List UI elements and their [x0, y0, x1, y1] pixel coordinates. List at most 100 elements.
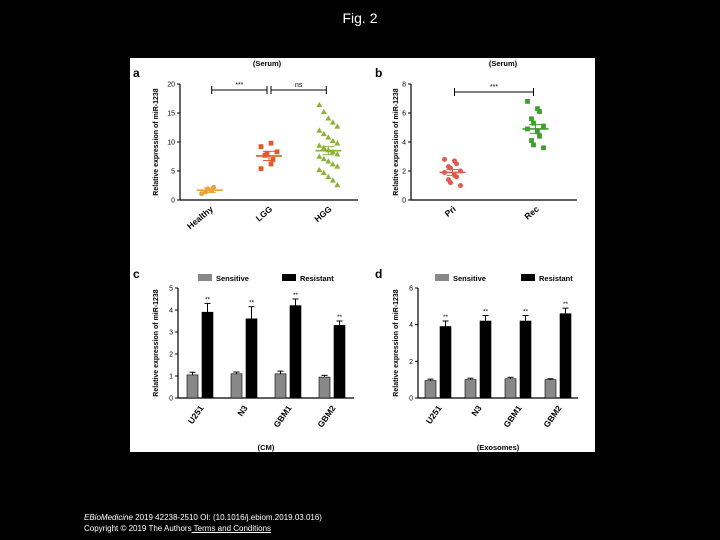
terms-link[interactable]: Terms and Conditions [191, 524, 272, 533]
x-tick-label: GBM2 [541, 403, 563, 429]
data-point-healthy [211, 184, 217, 190]
data-point-rec [535, 129, 540, 135]
y-tick-label: 15 [167, 111, 175, 118]
significance-stars: ** [205, 296, 211, 303]
panel-c-letter: c [133, 267, 140, 281]
bar-resistant [519, 320, 532, 399]
legend-label-sensitive: Sensitive [453, 274, 486, 283]
y-tick-label: 8 [402, 82, 406, 89]
chart-title: (Serum) [253, 59, 282, 68]
data-point-hgg [325, 115, 332, 121]
data-point-hgg [316, 166, 323, 173]
x-tick-label: HGG [312, 204, 334, 224]
x-tick-label: GBM1 [501, 403, 523, 429]
data-point-hgg [320, 155, 327, 162]
data-point-hgg [316, 127, 323, 133]
x-tick-label: GBM1 [271, 403, 293, 429]
footer-copyright-line: Copyright © 2019 The Authors Terms and C… [84, 523, 322, 534]
data-point-rec [537, 133, 542, 139]
data-point-lgg [268, 140, 274, 146]
legend-swatch-sensitive [198, 274, 212, 281]
footer-copyright: Copyright © 2019 The Authors [84, 524, 192, 533]
data-point-hgg [334, 151, 341, 157]
y-tick-label: 20 [167, 82, 175, 89]
y-tick-label: 2 [169, 352, 173, 359]
panel-a-chart: 0 5 10 15 20 Relative expression of miR-1238 (… [153, 59, 358, 231]
data-point-hgg [334, 181, 341, 188]
data-point-pri [454, 161, 459, 167]
footer-citation: 2019 42238-2510 OI: (10.1016/j.ebiom.201… [132, 513, 322, 522]
x-axis-label: (CM) [258, 443, 275, 452]
data-point-rec [541, 123, 546, 129]
bar-resistant [439, 326, 452, 399]
y-tick-label: 0 [409, 396, 413, 403]
data-point-rec [537, 109, 542, 114]
bar-resistant [559, 313, 572, 399]
data-point-hgg [320, 144, 327, 151]
significance-stars: ** [443, 314, 449, 321]
bar-sensitive [274, 373, 287, 399]
x-tick-label: Rec [522, 204, 541, 222]
data-point-hgg [329, 161, 336, 167]
y-tick-label: 5 [171, 169, 175, 176]
y-tick-label: 4 [402, 140, 406, 147]
data-point-hgg [334, 123, 341, 129]
significance-stars: ** [337, 314, 343, 321]
bar-sensitive [230, 373, 243, 399]
data-point-rec [541, 145, 546, 151]
y-axis-label: Relative expression of miR-1238 [393, 289, 400, 396]
data-point-hgg [320, 130, 327, 137]
significance-label: *** [235, 82, 243, 89]
data-point-healthy [199, 191, 205, 197]
y-tick-label: 4 [409, 322, 413, 329]
bar-resistant [245, 318, 258, 399]
panel-c-chart: 0 1 2 3 4 5 Relative expression of miR-1238 Sen… [153, 274, 354, 452]
x-tick-label: LGG [254, 204, 275, 224]
significance-stars: ** [293, 292, 299, 299]
bar-sensitive [318, 376, 331, 399]
significance-stars: ** [563, 301, 569, 308]
x-tick-label: GBM2 [315, 403, 337, 429]
data-point-lgg [264, 151, 270, 156]
panel-d-chart: 0 2 4 6 Relative expression of miR-1238 Sensi… [393, 274, 578, 452]
data-point-lgg [274, 149, 280, 155]
data-point-hgg [334, 140, 341, 146]
data-point-hgg [316, 153, 323, 159]
y-tick-label: 6 [402, 111, 406, 118]
x-tick-label: U251 [186, 403, 206, 426]
data-point-lgg [268, 161, 274, 167]
data-point-hgg [334, 163, 341, 169]
panel-a-letter: a [133, 66, 140, 80]
data-point-hgg [329, 137, 336, 144]
y-tick-label: 0 [169, 396, 173, 403]
footer-citation-line: EBioMedicine 2019 42238-2510 OI: (10.101… [84, 512, 322, 523]
y-axis-label: Relative expression of miR-1238 [153, 88, 160, 195]
bar-resistant [479, 320, 492, 399]
data-point-hgg [325, 173, 332, 180]
significance-stars: ** [483, 309, 489, 316]
y-tick-label: 5 [169, 286, 173, 293]
x-tick-label: U251 [424, 403, 444, 426]
data-point-hgg [320, 108, 327, 115]
data-point-hgg [316, 142, 323, 148]
significance-label: ns [295, 82, 303, 89]
footer: EBioMedicine 2019 42238-2510 OI: (10.101… [84, 512, 322, 534]
data-point-lgg [258, 144, 264, 150]
data-point-rec [531, 120, 536, 126]
legend-label-resistant: Resistant [539, 274, 573, 283]
data-point-hgg [316, 101, 323, 108]
bar-sensitive [186, 374, 199, 399]
legend-label-resistant: Resistant [300, 274, 334, 283]
data-point-pri [458, 183, 463, 188]
significance-stars: ** [523, 309, 529, 316]
data-point-hgg [329, 119, 336, 125]
figure-panel: a b c d 0 5 10 15 20 Relative expression of m… [130, 58, 595, 452]
bar-sensitive [504, 378, 517, 399]
data-point-hgg [325, 158, 332, 164]
y-axis-label: Relative expression of miR-1238 [153, 289, 160, 396]
x-tick-label: N3 [469, 403, 484, 418]
panel-b-letter: b [375, 66, 382, 80]
data-point-hgg [329, 177, 336, 183]
y-tick-label: 4 [169, 308, 173, 315]
